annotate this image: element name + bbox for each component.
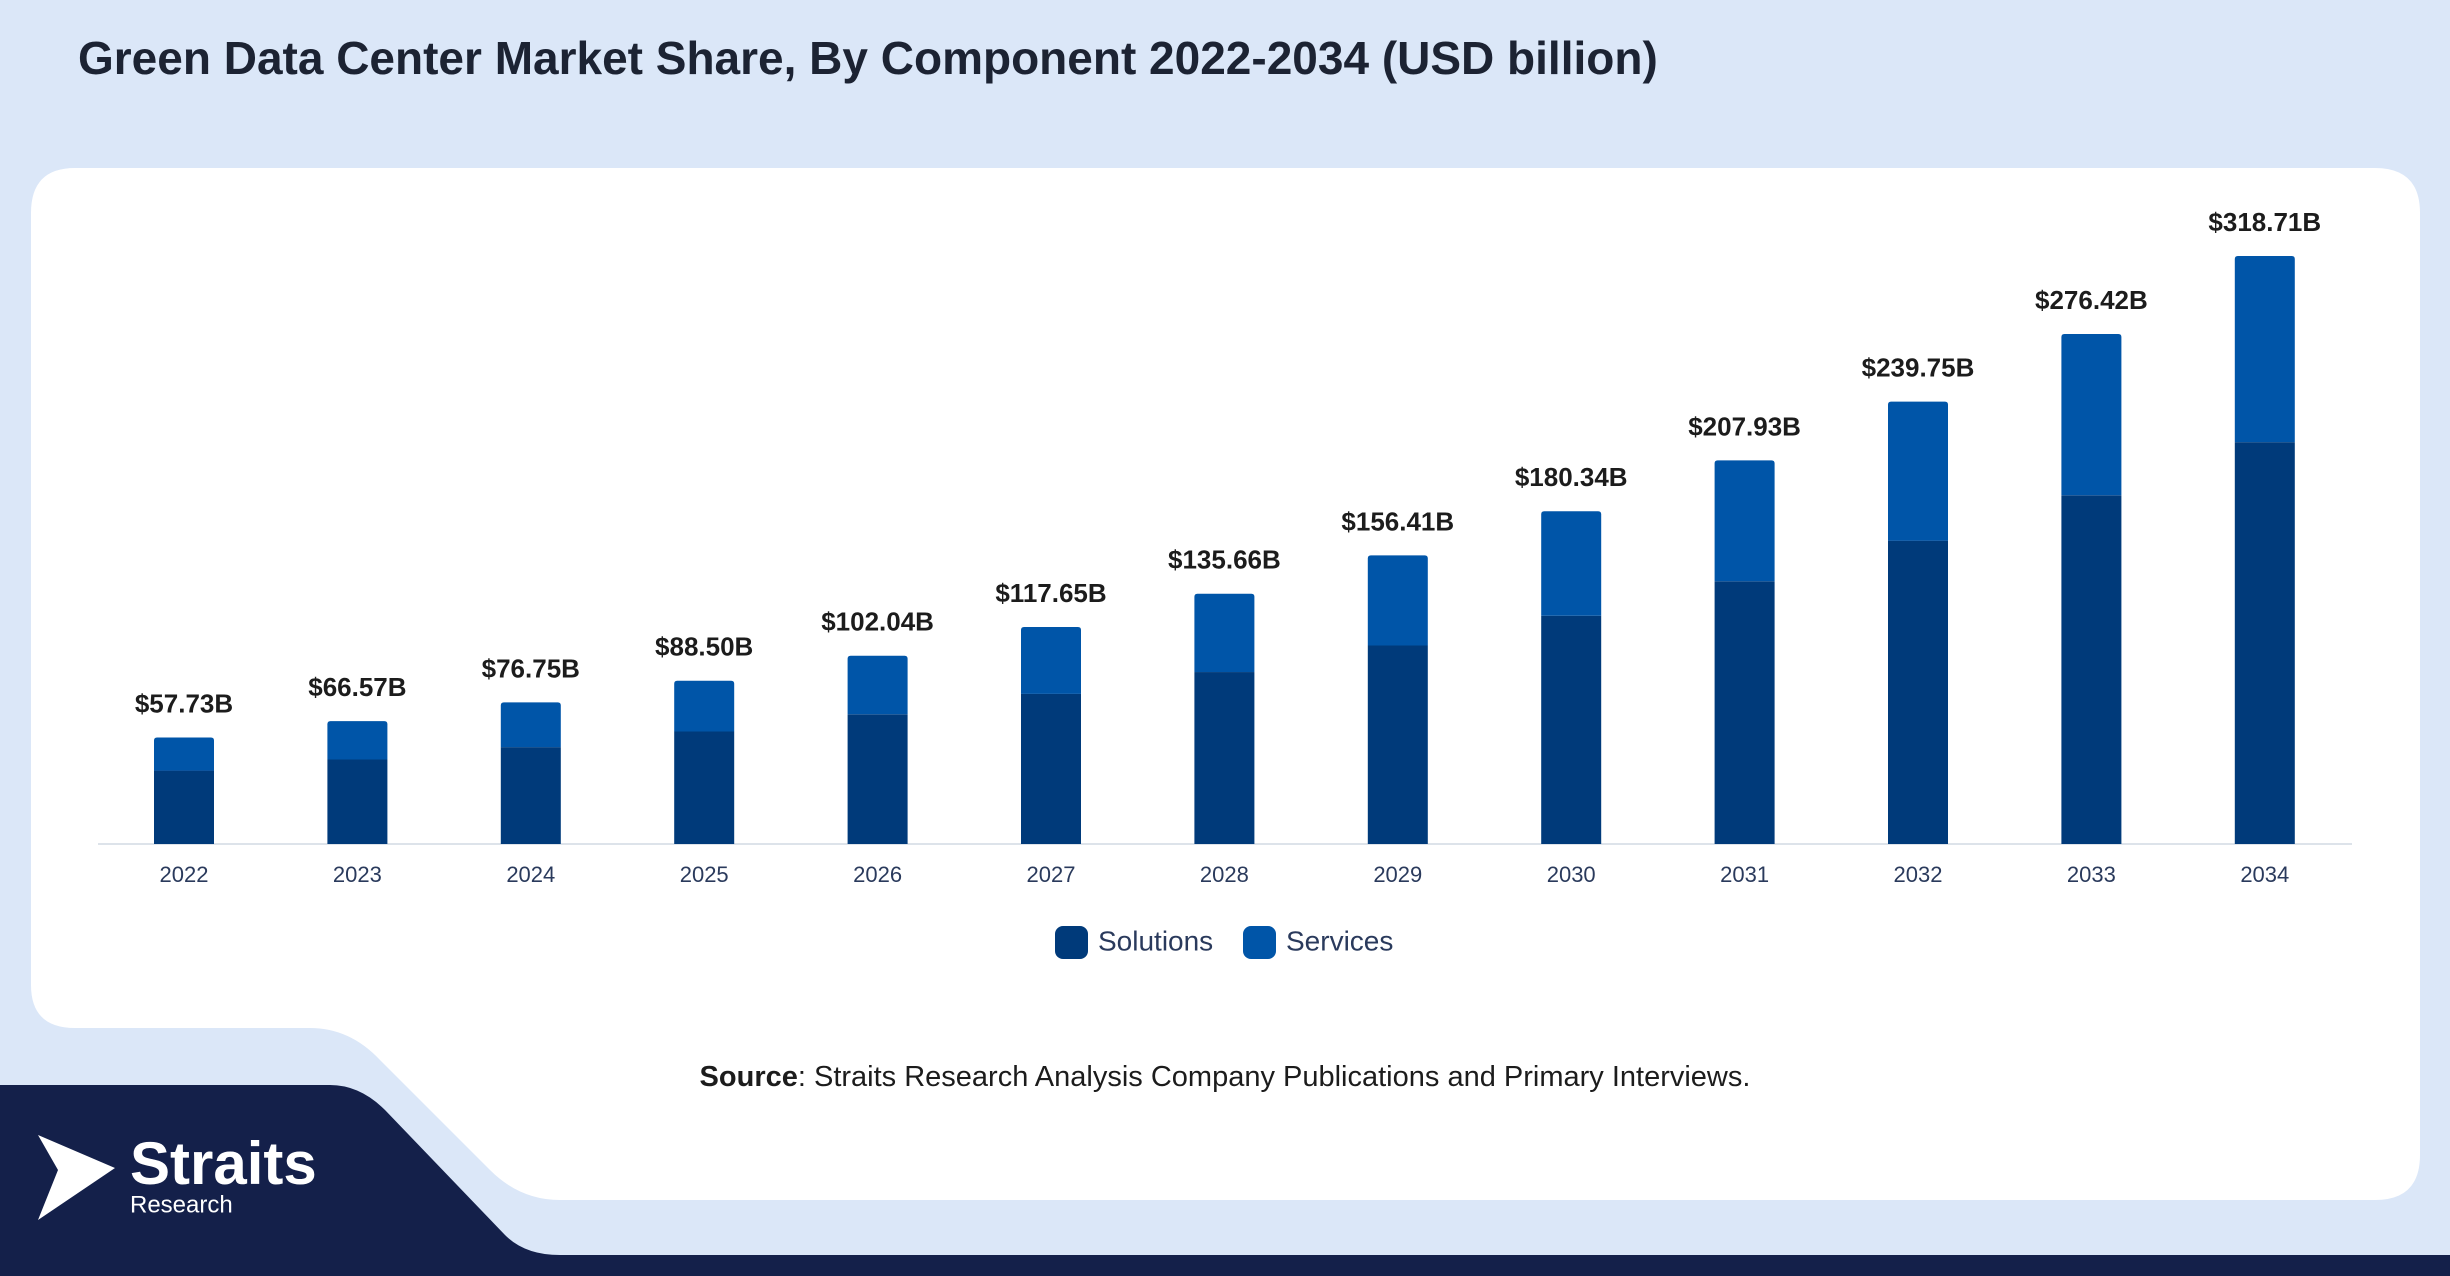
legend-label: Services: [1286, 925, 1393, 956]
chart-title: Green Data Center Market Share, By Compo…: [78, 32, 1658, 84]
logo-icon: [38, 1135, 115, 1220]
legend-label: Solutions: [1098, 925, 1213, 956]
x-tick-label: 2030: [1547, 862, 1596, 887]
total-label: $57.73B: [135, 688, 233, 718]
bar-segment: [1888, 540, 1948, 844]
x-tick-label: 2022: [160, 862, 209, 887]
x-tick-label: 2025: [680, 862, 729, 887]
bar-segment: [1714, 581, 1775, 844]
total-label: $102.04B: [821, 607, 934, 637]
x-tick-label: 2034: [2240, 862, 2289, 887]
total-label: $180.34B: [1515, 462, 1628, 492]
total-label: $88.50B: [655, 632, 753, 662]
bar-segment: [1194, 593, 1255, 673]
bar-segment: [1367, 645, 1428, 844]
bar-segment: [2234, 256, 2295, 443]
total-label: $207.93B: [1688, 411, 1801, 441]
x-tick-label: 2029: [1373, 862, 1422, 887]
total-label: $239.75B: [1862, 353, 1975, 383]
bar-segment: [500, 747, 561, 844]
x-tick-label: 2033: [2067, 862, 2116, 887]
x-tick-label: 2024: [506, 862, 555, 887]
x-tick-label: 2028: [1200, 862, 1249, 887]
source-text: : Straits Research Analysis Company Publ…: [798, 1061, 1751, 1093]
bar-segment: [154, 737, 214, 771]
bar-segment: [1714, 460, 1775, 582]
x-tick-label: 2026: [853, 862, 902, 887]
source: Source: Straits Research Analysis Compan…: [700, 1061, 1751, 1093]
bar-segment: [2061, 334, 2122, 496]
x-tick-label: 2027: [1027, 862, 1076, 887]
total-label: $135.66B: [1168, 545, 1281, 575]
bar-segment: [1541, 511, 1602, 616]
total-label: $276.42B: [2035, 285, 2148, 315]
logo-name: Straits: [130, 1130, 317, 1197]
bar-segment: [1367, 555, 1428, 646]
bar-segment: [1194, 672, 1255, 844]
bar-segment: [327, 721, 388, 760]
bar-segment: [674, 731, 735, 844]
legend-swatch: [1055, 926, 1088, 959]
source-label: Source: [700, 1061, 798, 1093]
bar-segment: [674, 680, 735, 732]
x-tick-label: 2023: [333, 862, 382, 887]
total-label: $117.65B: [995, 578, 1106, 608]
bar-segment: [327, 759, 388, 844]
bar-segment: [2061, 495, 2122, 844]
total-label: $318.71B: [2208, 207, 2321, 237]
bar-segment: [500, 702, 561, 748]
bar-segment: [1541, 615, 1602, 844]
bar-segment: [154, 770, 214, 844]
footer-band: [0, 1085, 2450, 1276]
bar-segment: [2234, 442, 2295, 844]
total-label: $76.75B: [482, 653, 580, 683]
legend-swatch: [1243, 926, 1276, 959]
bar-segment: [847, 655, 908, 715]
bar-segment: [847, 714, 908, 844]
total-label: $66.57B: [308, 672, 406, 702]
x-tick-label: 2032: [1894, 862, 1943, 887]
bar-segment: [1888, 401, 1948, 541]
total-label: $156.41B: [1341, 506, 1454, 536]
bar-segment: [1021, 693, 1081, 844]
bar-segment: [1021, 626, 1081, 694]
logo-tagline: Research: [130, 1191, 233, 1218]
x-tick-label: 2031: [1720, 862, 1769, 887]
